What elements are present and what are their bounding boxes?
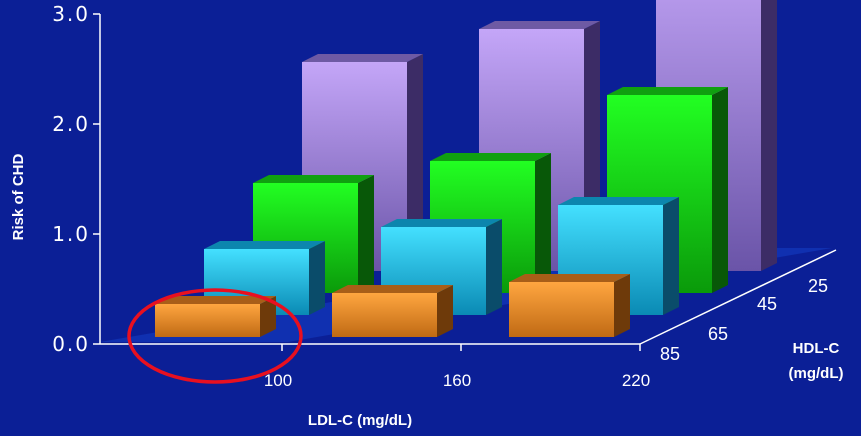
depth-axis <box>639 249 837 345</box>
x-tick-label: 160 <box>443 371 471 390</box>
x-axis-title: LDL-C (mg/dL) <box>308 412 412 429</box>
y-tick-label: 1.0 <box>52 222 90 246</box>
bars <box>155 0 777 337</box>
depth-axis-title-line1: HDL-C <box>793 340 840 357</box>
y-axis-title: Risk of CHD <box>10 154 27 241</box>
depth-tick-label: 65 <box>708 324 728 344</box>
bar <box>509 274 630 337</box>
x-ticks: 100 160 220 <box>264 344 650 390</box>
depth-axis-title-line2: (mg/dL) <box>789 365 844 382</box>
highlight-ellipse <box>127 288 303 384</box>
bar <box>155 296 276 337</box>
x-tick-label: 220 <box>622 371 650 390</box>
y-tick-label: 2.0 <box>52 112 90 136</box>
y-ticks: 0.0 1.0 2.0 3.0 <box>52 2 100 356</box>
depth-tick-label: 45 <box>757 294 777 314</box>
depth-tick-label: 85 <box>660 344 680 364</box>
bar <box>332 285 453 337</box>
z-ticks: 85 65 45 25 <box>660 276 828 364</box>
y-tick-label: 3.0 <box>52 2 90 26</box>
depth-tick-label: 25 <box>808 276 828 296</box>
x-tick-label: 100 <box>264 371 292 390</box>
y-tick-label: 0.0 <box>52 332 90 356</box>
